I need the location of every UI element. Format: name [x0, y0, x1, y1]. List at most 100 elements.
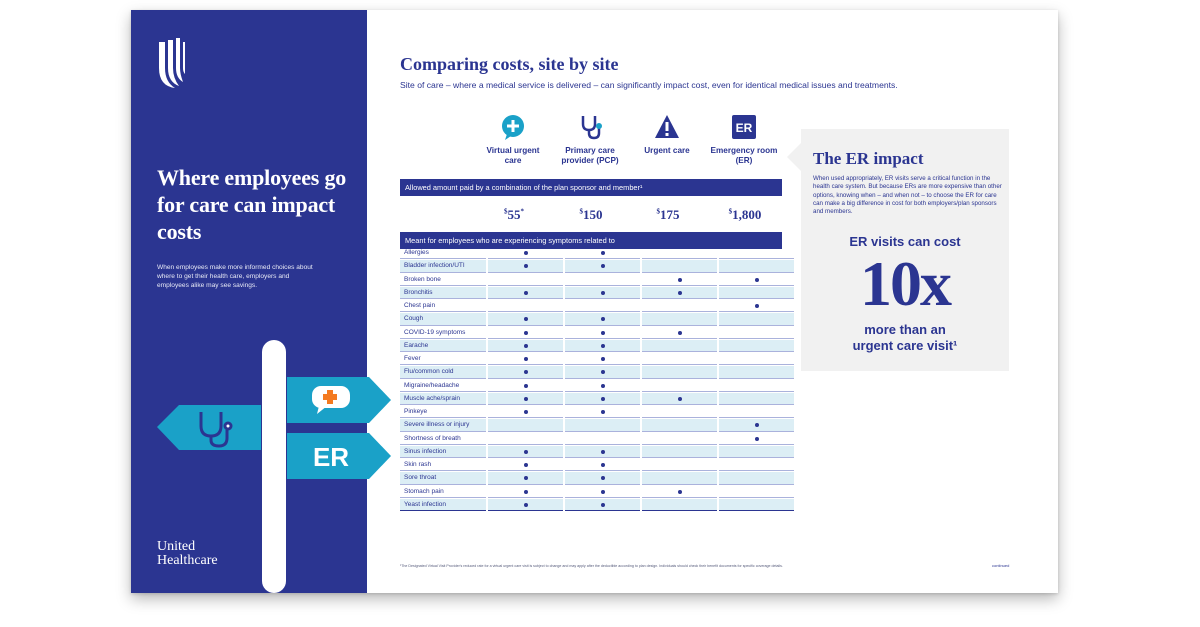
symptom-label: Pinkeye	[400, 406, 486, 419]
table-cell	[488, 406, 563, 419]
table-row: COVID-19 symptoms	[400, 327, 794, 340]
bullet-dot-icon	[677, 489, 682, 494]
table-cell	[488, 459, 563, 472]
table-row: Skin rash	[400, 459, 794, 472]
brand-line-1: United	[157, 539, 196, 554]
table-cell	[565, 486, 640, 498]
er-impact-panel: The ER impact When used appropriately, E…	[787, 129, 1009, 371]
table-cell	[488, 380, 563, 392]
brand-name: United Healthcare	[157, 540, 277, 568]
symptom-label: Bladder infection/UTI	[400, 260, 486, 273]
sign-right-bottom	[287, 433, 391, 479]
table-cell	[719, 300, 794, 313]
price-pcp-amount: 150	[583, 207, 603, 222]
table-row: Sore throat	[400, 472, 794, 485]
bullet-dot-icon	[523, 463, 528, 467]
table-cell	[719, 327, 794, 339]
page-subtitle: Site of care – where a medical service i…	[400, 80, 898, 90]
table-cell	[488, 486, 563, 498]
table-cell	[719, 433, 794, 445]
table-cell	[488, 300, 563, 313]
page-title: Comparing costs, site by site	[400, 54, 619, 74]
symptom-label: Flu/common cold	[400, 366, 486, 379]
symptom-label: Sore throat	[400, 472, 486, 485]
bullet-dot-icon	[523, 449, 528, 454]
table-cell	[642, 327, 717, 339]
table-row: Pinkeye	[400, 406, 794, 419]
stethoscope-icon	[199, 412, 233, 448]
symptom-label: Skin rash	[400, 459, 486, 472]
table-cell	[565, 445, 640, 458]
price-pcp-currency: $	[579, 207, 584, 216]
bullet-dot-icon	[600, 370, 605, 375]
table-row: Shortness of breath	[400, 433, 794, 446]
table-row: Stomach pain	[400, 486, 794, 499]
table-row: Bladder infection/UTI	[400, 260, 794, 273]
bullet-dot-icon	[600, 410, 605, 414]
virtual-care-icon	[502, 115, 524, 140]
bullet-dot-icon	[523, 330, 528, 335]
bullet-dot-icon	[523, 370, 528, 375]
table-cell	[565, 472, 640, 485]
warning-triangle-icon	[655, 115, 679, 138]
plus-icon	[323, 390, 337, 404]
table-row: Migraine/headache	[400, 380, 794, 393]
er-icon: ER	[732, 115, 756, 139]
symptom-label: Broken bone	[400, 274, 486, 286]
left-panel: Where employees go for care can impact c…	[131, 10, 367, 593]
table-cell	[642, 313, 717, 326]
table-row: Bronchitis	[400, 286, 794, 300]
table-cell	[565, 260, 640, 273]
table-cell	[719, 486, 794, 498]
price-pcp: $150	[553, 207, 629, 223]
table-cell	[642, 392, 717, 405]
table-cell	[719, 498, 794, 511]
bullet-dot-icon	[600, 357, 605, 361]
table-row: Allergies	[400, 247, 794, 260]
bullet-dot-icon	[600, 317, 605, 322]
table-cell	[565, 247, 640, 260]
table-cell	[719, 274, 794, 286]
bullet-dot-icon	[523, 290, 528, 295]
table-cell	[488, 472, 563, 485]
table-cell	[565, 300, 640, 313]
price-virtual-currency: $	[504, 207, 508, 216]
table-cell	[565, 406, 640, 419]
price-urgent-amount: 175	[660, 207, 680, 222]
bullet-dot-icon	[600, 343, 605, 348]
column-label-virtual: Virtual urgent care	[486, 146, 540, 165]
table-cell	[719, 380, 794, 392]
price-er-currency: $	[728, 207, 733, 216]
table-cell	[488, 274, 563, 286]
table-cell	[719, 313, 794, 326]
symptom-label: Earache	[400, 339, 486, 352]
bullet-dot-icon	[600, 290, 605, 295]
bullet-dot-icon	[523, 396, 528, 401]
column-head-virtual: Virtual urgent care	[477, 114, 549, 166]
table-row: Cough	[400, 313, 794, 326]
bullet-dot-icon	[523, 251, 528, 255]
table-cell	[719, 247, 794, 260]
table-cell	[488, 366, 563, 379]
left-title: Where employees go for care can impact c…	[157, 165, 347, 244]
bullet-dot-icon	[754, 304, 759, 308]
column-label-urgent: Urgent care	[644, 146, 690, 155]
table-cell	[488, 313, 563, 326]
table-row: Flu/common cold	[400, 366, 794, 379]
stethoscope-icon	[581, 116, 602, 140]
table-cell	[642, 339, 717, 352]
table-cell	[565, 274, 640, 286]
table-cell	[642, 353, 717, 366]
table-cell	[488, 392, 563, 405]
table-cell	[719, 472, 794, 485]
table-cell	[488, 286, 563, 299]
table-cell	[565, 353, 640, 366]
table-cell	[488, 498, 563, 511]
signpost-pole	[262, 340, 286, 593]
bullet-dot-icon	[600, 396, 605, 401]
column-head-pcp: Primary care provider (PCP)	[554, 114, 626, 166]
bullet-dot-icon	[600, 251, 605, 255]
er-stat-big: 10x	[860, 248, 952, 319]
table-cell	[642, 247, 717, 260]
table-row: Severe illness or injury	[400, 419, 794, 432]
